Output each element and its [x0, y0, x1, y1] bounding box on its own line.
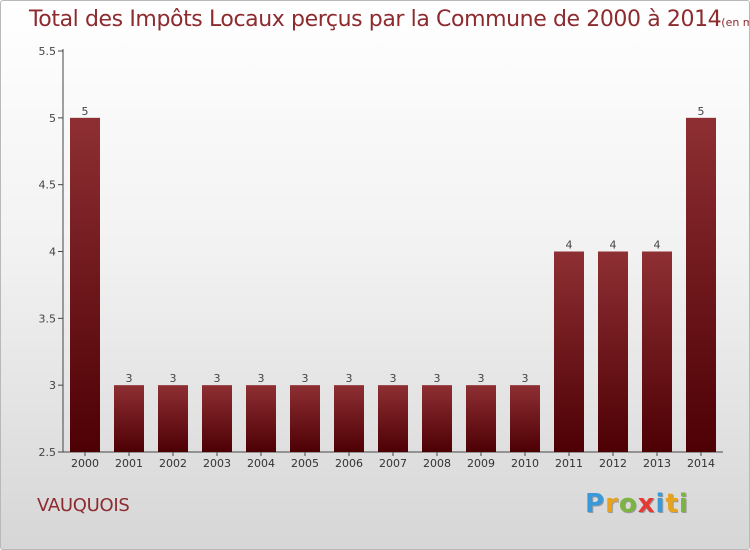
- bar: [510, 385, 540, 452]
- chart-title: Total des Impôts Locaux perçus par la Co…: [29, 7, 749, 32]
- y-tick-label: 5.5: [39, 45, 57, 58]
- commune-name: VAUQUOIS: [37, 495, 130, 516]
- logo-letter: t: [665, 489, 679, 519]
- y-tick-label: 2.5: [39, 446, 57, 459]
- x-tick-label: 2010: [511, 457, 539, 470]
- bar: [202, 385, 232, 452]
- y-tick-label: 5: [49, 112, 56, 125]
- bar: [158, 385, 188, 452]
- bar: [246, 385, 276, 452]
- data-label: 4: [654, 239, 661, 252]
- bar: [290, 385, 320, 452]
- bar: [378, 385, 408, 452]
- x-tick-label: 2009: [467, 457, 495, 470]
- data-label: 5: [82, 105, 89, 118]
- data-label: 3: [346, 372, 353, 385]
- logo-letter: P: [585, 489, 606, 519]
- logo-letter: x: [637, 489, 656, 519]
- x-tick-label: 2011: [555, 457, 583, 470]
- proxiti-logo: Proxiti: [585, 489, 689, 519]
- bar: [598, 251, 628, 452]
- x-tick-label: 2006: [335, 457, 363, 470]
- y-tick-label: 3.5: [39, 312, 57, 325]
- logo-letter: o: [618, 489, 638, 519]
- x-tick-label: 2014: [687, 457, 715, 470]
- y-tick-label: 3: [49, 379, 56, 392]
- bar: [642, 251, 672, 452]
- x-tick-label: 2002: [159, 457, 187, 470]
- bar: [554, 251, 584, 452]
- data-label: 3: [126, 372, 133, 385]
- x-tick-label: 2005: [291, 457, 319, 470]
- bar: [466, 385, 496, 452]
- x-tick-label: 2013: [643, 457, 671, 470]
- y-tick-label: 4.5: [39, 179, 57, 192]
- chart-bars: [70, 117, 716, 452]
- data-label: 3: [522, 372, 529, 385]
- x-tick-label: 2000: [71, 457, 99, 470]
- bar: [334, 385, 364, 452]
- chart-labels: 2000 5 2001 3 2002 3 2003 3 2004 3 2005 3 2006 3 2007 3…: [71, 105, 715, 470]
- x-tick-label: 2004: [247, 457, 275, 470]
- x-tick-label: 2003: [203, 457, 231, 470]
- chart-title-text: Total des Impôts Locaux perçus par la Co…: [29, 7, 722, 32]
- data-label: 5: [698, 105, 705, 118]
- data-label: 3: [434, 372, 441, 385]
- logo-letter: r: [605, 489, 619, 519]
- x-tick-label: 2012: [599, 457, 627, 470]
- bar: [114, 385, 144, 452]
- data-label: 3: [478, 372, 485, 385]
- data-label: 4: [566, 239, 573, 252]
- x-tick-label: 2001: [115, 457, 143, 470]
- data-label: 3: [390, 372, 397, 385]
- chart-unit: (en milliers d'€): [721, 16, 749, 29]
- data-label: 3: [302, 372, 309, 385]
- data-label: 3: [170, 372, 177, 385]
- y-tick-label: 4: [49, 246, 56, 259]
- bar: [70, 117, 100, 452]
- bar: [686, 117, 716, 452]
- logo-letter: i: [678, 489, 689, 519]
- x-tick-label: 2007: [379, 457, 407, 470]
- data-label: 4: [610, 239, 617, 252]
- logo-letter: i: [655, 489, 666, 519]
- x-tick-label: 2008: [423, 457, 451, 470]
- data-label: 3: [214, 372, 221, 385]
- data-label: 3: [258, 372, 265, 385]
- bar: [422, 385, 452, 452]
